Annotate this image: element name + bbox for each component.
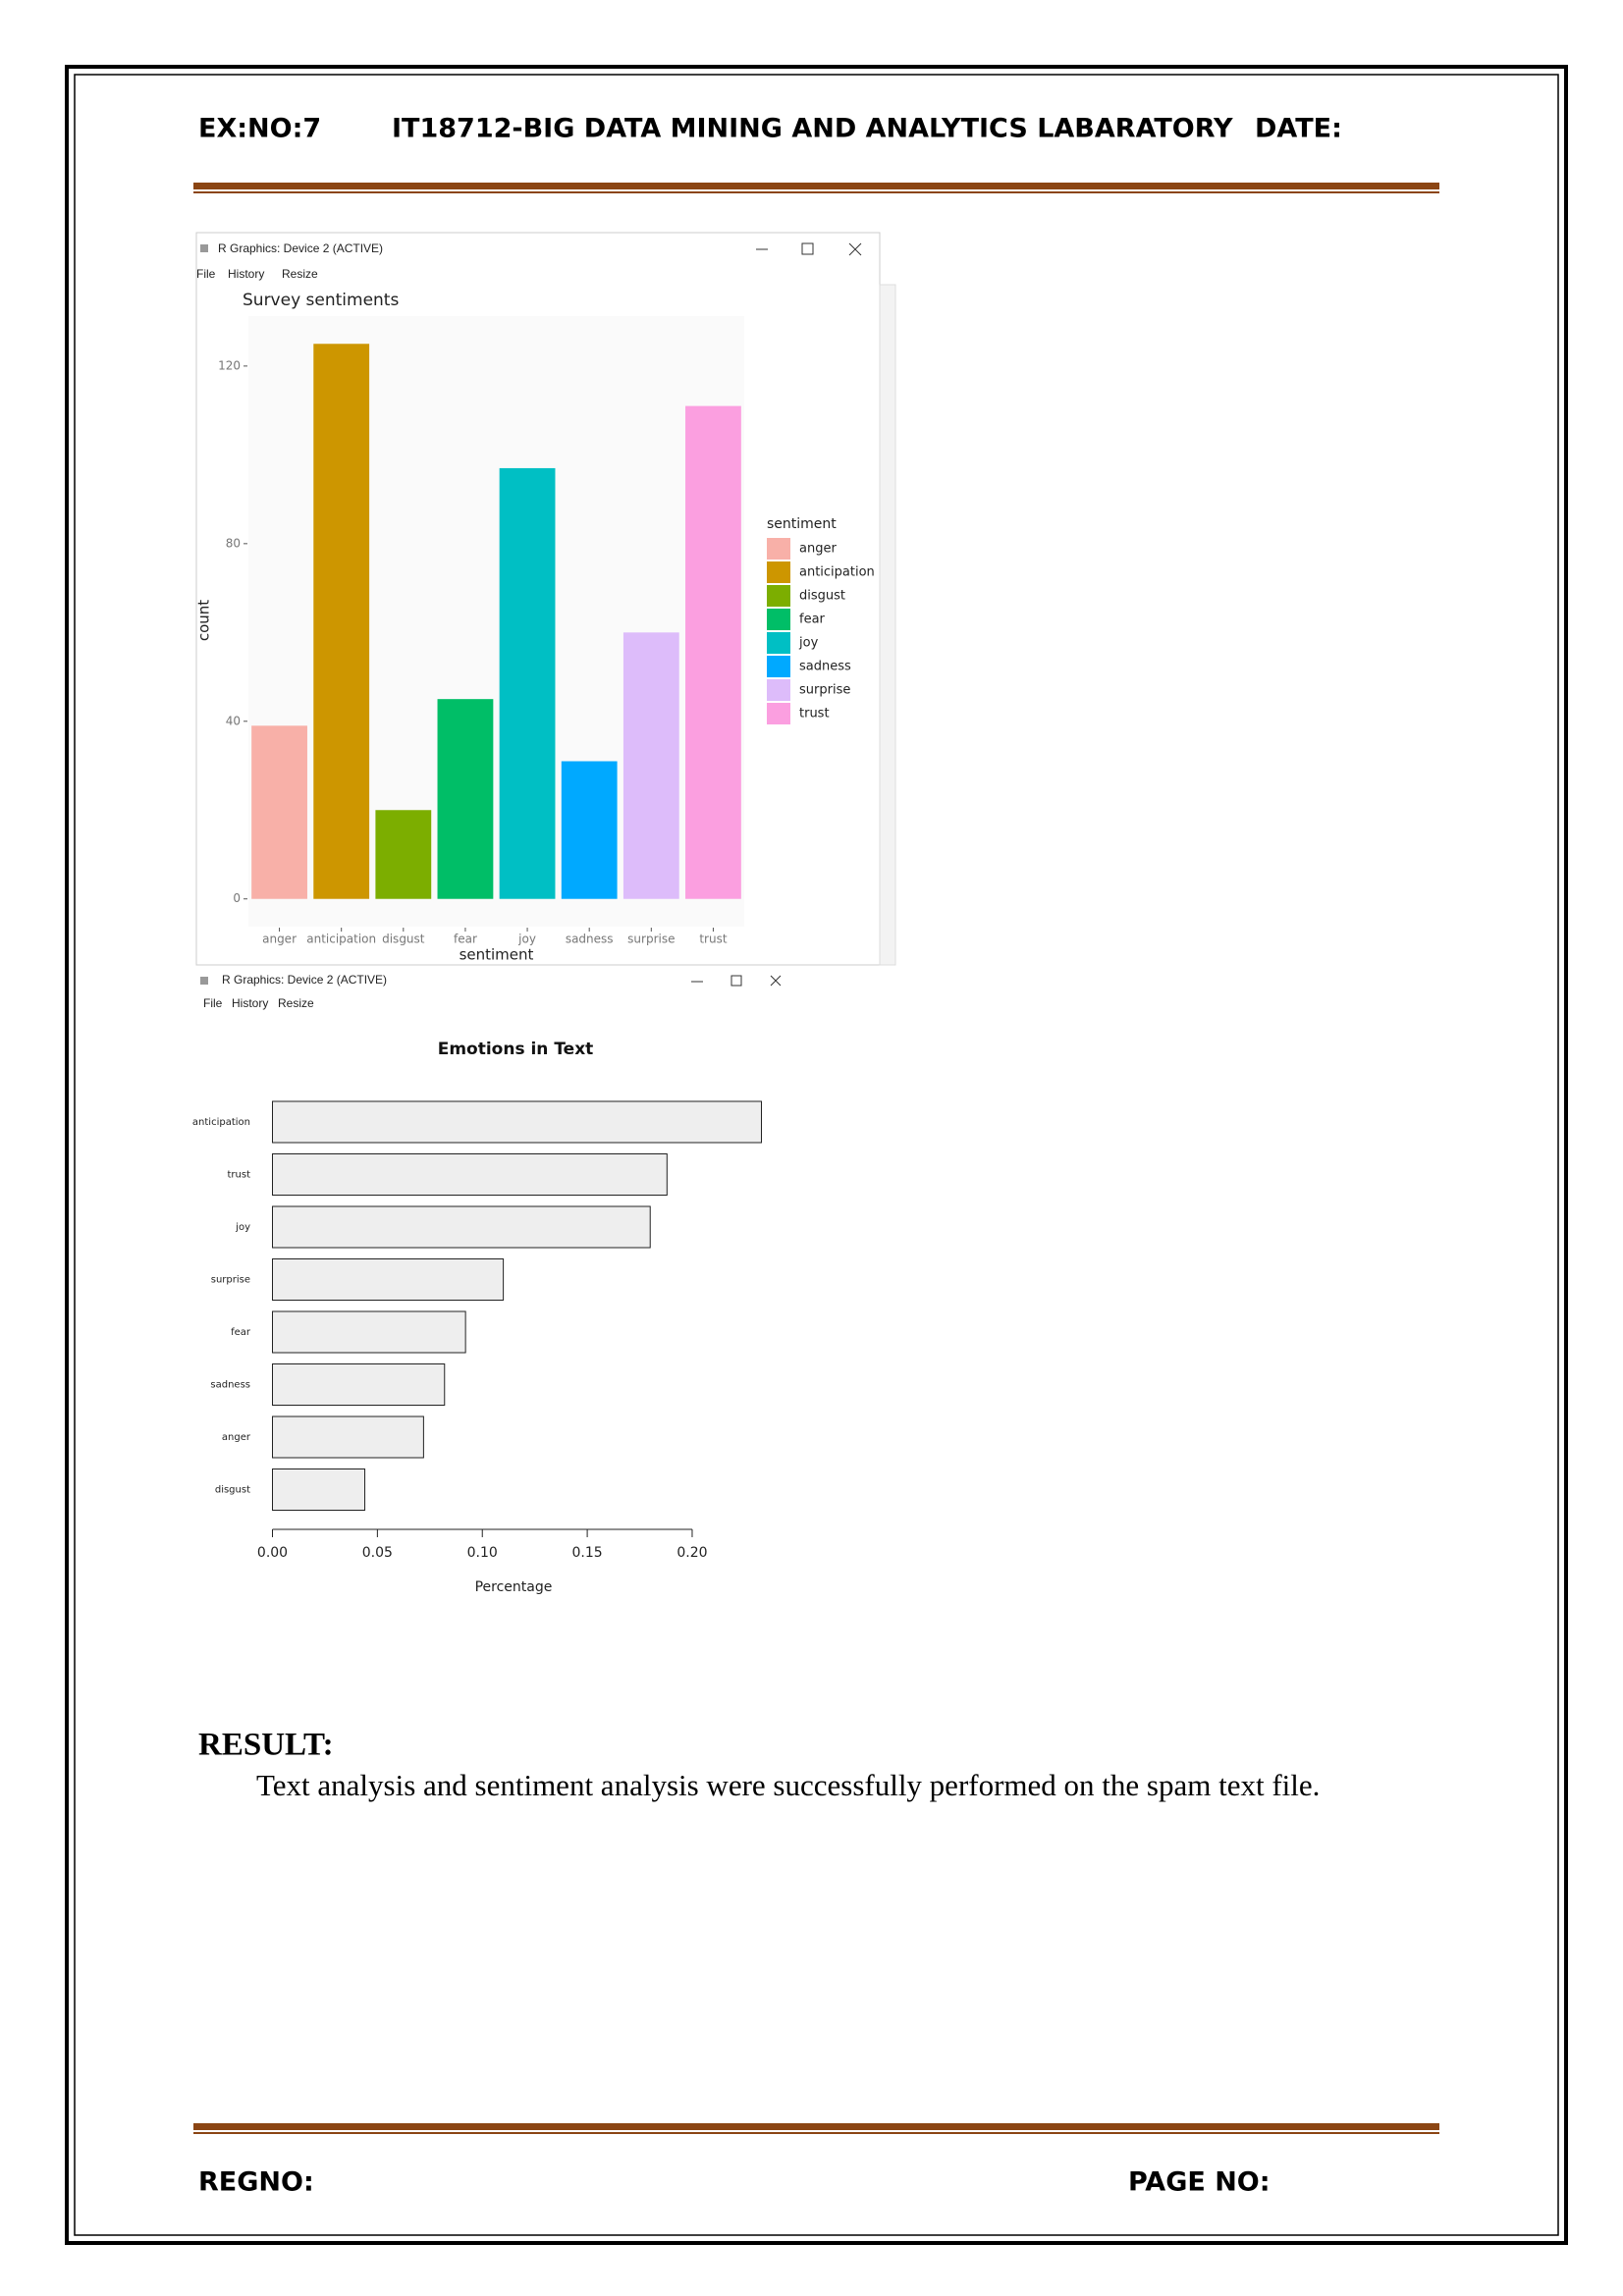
menu-item[interactable]: Resize xyxy=(282,267,318,281)
menu-item[interactable]: File xyxy=(203,996,223,1010)
close-button[interactable] xyxy=(770,975,782,987)
x-tick-label: anger xyxy=(262,933,297,946)
legend-key xyxy=(767,632,790,654)
window-icon xyxy=(200,977,208,985)
x-tick-label: fear xyxy=(454,933,477,946)
x-tick-label: 0.00 xyxy=(257,1545,288,1561)
bar xyxy=(622,632,679,899)
menu-item[interactable]: Resize xyxy=(278,996,314,1010)
legend-label: trust xyxy=(799,707,830,721)
bar xyxy=(437,699,494,899)
bar xyxy=(272,1363,446,1406)
background-window-edge xyxy=(879,284,896,966)
x-tick-label: 0.05 xyxy=(362,1545,393,1561)
legend-key xyxy=(767,585,790,607)
footer-rule-thin xyxy=(193,2132,1439,2134)
bar xyxy=(499,467,556,899)
legend-label: joy xyxy=(798,636,819,651)
x-axis-label: Percentage xyxy=(475,1579,553,1595)
legend-key xyxy=(767,703,790,724)
x-axis-label: sentiment xyxy=(460,946,534,964)
x-tick-label: sadness xyxy=(566,933,614,946)
y-tick-label: 120 xyxy=(218,358,241,372)
exercise-number: EX:NO:7 xyxy=(198,114,321,144)
legend-key xyxy=(767,609,790,630)
window-title: R Graphics: Device 2 (ACTIVE) xyxy=(222,973,387,987)
footer-rule xyxy=(193,2123,1439,2130)
y-tick-label: 40 xyxy=(226,714,241,727)
regno-label: REGNO: xyxy=(198,2167,314,2198)
legend-title: sentiment xyxy=(767,516,837,532)
maximize-button[interactable] xyxy=(801,242,814,255)
result-heading: RESULT: xyxy=(198,1728,334,1763)
y-tick-label: fear xyxy=(231,1327,251,1338)
bar xyxy=(272,1468,366,1511)
bar xyxy=(251,725,307,899)
bar xyxy=(375,810,432,899)
y-tick-label: trust xyxy=(227,1170,250,1181)
result-text: Text analysis and sentiment analysis wer… xyxy=(256,1768,1320,1802)
legend-label: disgust xyxy=(799,589,845,604)
chart-title: Emotions in Text xyxy=(438,1040,594,1059)
y-tick-label: 80 xyxy=(226,536,241,550)
y-axis-label: count xyxy=(195,600,213,641)
page-number-label: PAGE NO: xyxy=(1128,2167,1271,2198)
x-tick-label: 0.15 xyxy=(572,1545,603,1561)
bar xyxy=(272,1415,424,1459)
legend-key xyxy=(767,561,790,583)
bar xyxy=(272,1310,466,1354)
bar xyxy=(272,1153,668,1196)
x-tick-label: joy xyxy=(517,933,536,946)
x-tick-label: 0.10 xyxy=(467,1545,498,1561)
page-border xyxy=(65,65,1568,2245)
bar xyxy=(685,405,741,899)
y-tick-label: sadness xyxy=(210,1380,250,1391)
x-tick-label: 0.20 xyxy=(676,1545,707,1561)
date-label: DATE: xyxy=(1255,114,1342,144)
course-title: IT18712-BIG DATA MINING AND ANALYTICS LA… xyxy=(392,114,1233,144)
bar xyxy=(272,1100,762,1144)
legend-label: sadness xyxy=(799,660,851,674)
x-tick-label: trust xyxy=(699,933,727,946)
y-tick-label: anger xyxy=(222,1432,251,1443)
maximize-button[interactable] xyxy=(730,975,742,987)
window-title: R Graphics: Device 2 (ACTIVE) xyxy=(218,241,383,255)
header-rule xyxy=(193,183,1439,189)
y-tick-label: 0 xyxy=(233,891,241,905)
x-tick-label: disgust xyxy=(382,933,425,946)
menu-item[interactable]: History xyxy=(232,996,268,1010)
menu-item[interactable]: File xyxy=(196,267,216,281)
legend-label: surprise xyxy=(799,683,850,698)
x-tick-label: surprise xyxy=(627,933,675,946)
legend-key xyxy=(767,656,790,677)
close-button[interactable] xyxy=(848,242,862,256)
legend-key xyxy=(767,679,790,701)
bar xyxy=(272,1205,651,1249)
y-tick-label: disgust xyxy=(215,1485,250,1496)
legend-key xyxy=(767,538,790,560)
legend-label: fear xyxy=(799,613,826,627)
x-tick-label: anticipation xyxy=(306,933,376,946)
y-tick-label: joy xyxy=(235,1222,250,1233)
bar xyxy=(313,344,370,899)
header-rule-thin xyxy=(193,191,1439,193)
chart-title: Survey sentiments xyxy=(243,291,399,310)
window-icon xyxy=(200,244,208,252)
legend-label: anticipation xyxy=(799,565,875,580)
bar xyxy=(272,1258,505,1301)
legend-label: anger xyxy=(799,542,837,557)
menu-item[interactable]: History xyxy=(228,267,264,281)
y-tick-label: anticipation xyxy=(192,1117,250,1128)
y-tick-label: surprise xyxy=(211,1275,250,1286)
bar xyxy=(561,761,618,899)
page-border-inner xyxy=(74,74,1559,2236)
